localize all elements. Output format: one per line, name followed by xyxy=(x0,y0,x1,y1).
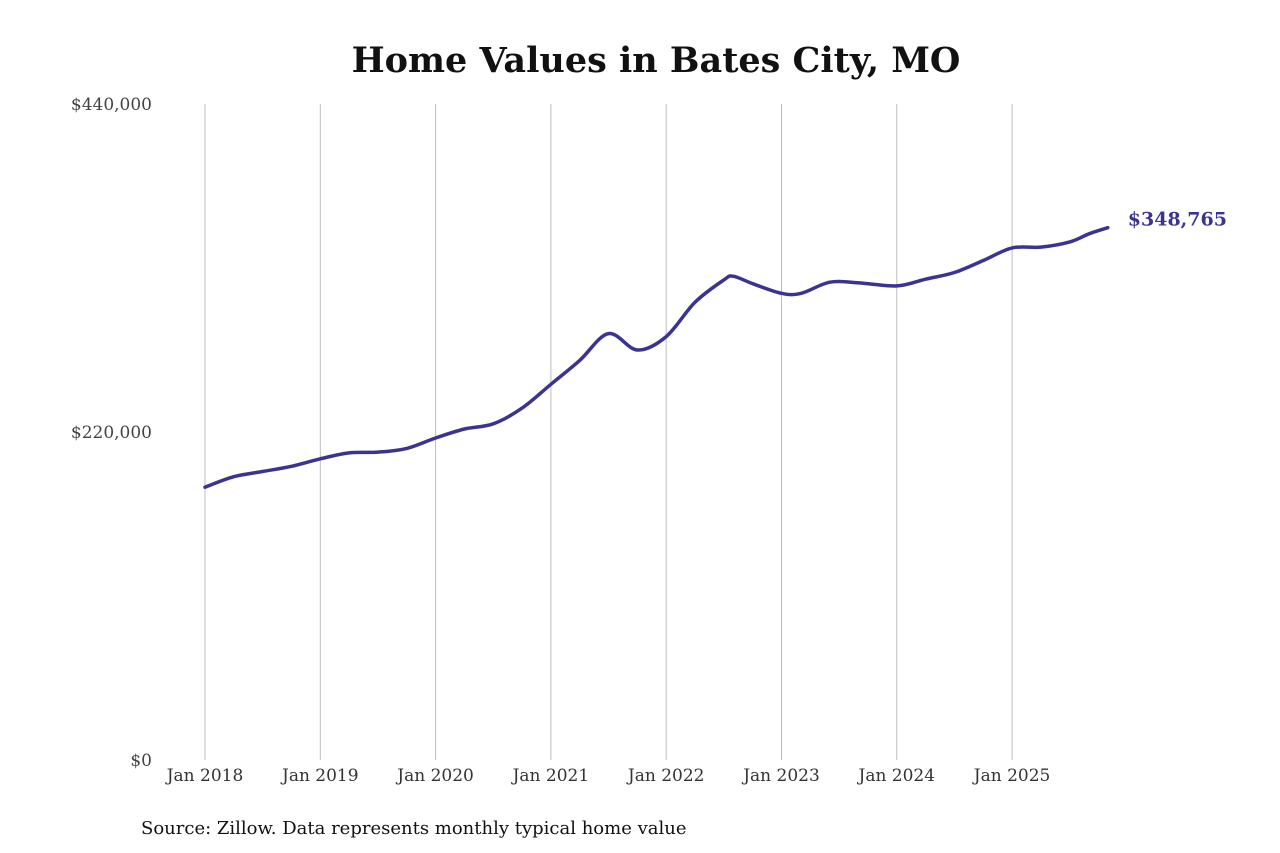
y-tick-label: $440,000 xyxy=(71,95,152,115)
y-axis-ticks: $0 $220,000 $440,000 xyxy=(71,95,152,771)
x-tick-label: Jan 2018 xyxy=(165,766,244,786)
x-tick-label: Jan 2024 xyxy=(857,766,936,786)
x-tick-label: Jan 2022 xyxy=(626,766,705,786)
x-tick-label: Jan 2021 xyxy=(511,766,590,786)
end-value-label: $348,765 xyxy=(1128,209,1227,231)
chart-title: Home Values in Bates City, MO xyxy=(352,40,961,81)
x-tick-label: Jan 2020 xyxy=(395,766,474,786)
x-tick-label: Jan 2023 xyxy=(741,766,820,786)
source-note: Source: Zillow. Data represents monthly … xyxy=(141,818,687,839)
y-tick-label: $220,000 xyxy=(71,423,152,443)
x-tick-label: Jan 2025 xyxy=(972,766,1051,786)
series-line xyxy=(203,225,1110,489)
x-axis-ticks: Jan 2018 Jan 2019 Jan 2020 Jan 2021 Jan 2022… xyxy=(165,766,1051,786)
grid-lines xyxy=(204,104,1013,760)
y-tick-label: $0 xyxy=(130,751,152,771)
x-tick-label: Jan 2019 xyxy=(280,766,359,786)
